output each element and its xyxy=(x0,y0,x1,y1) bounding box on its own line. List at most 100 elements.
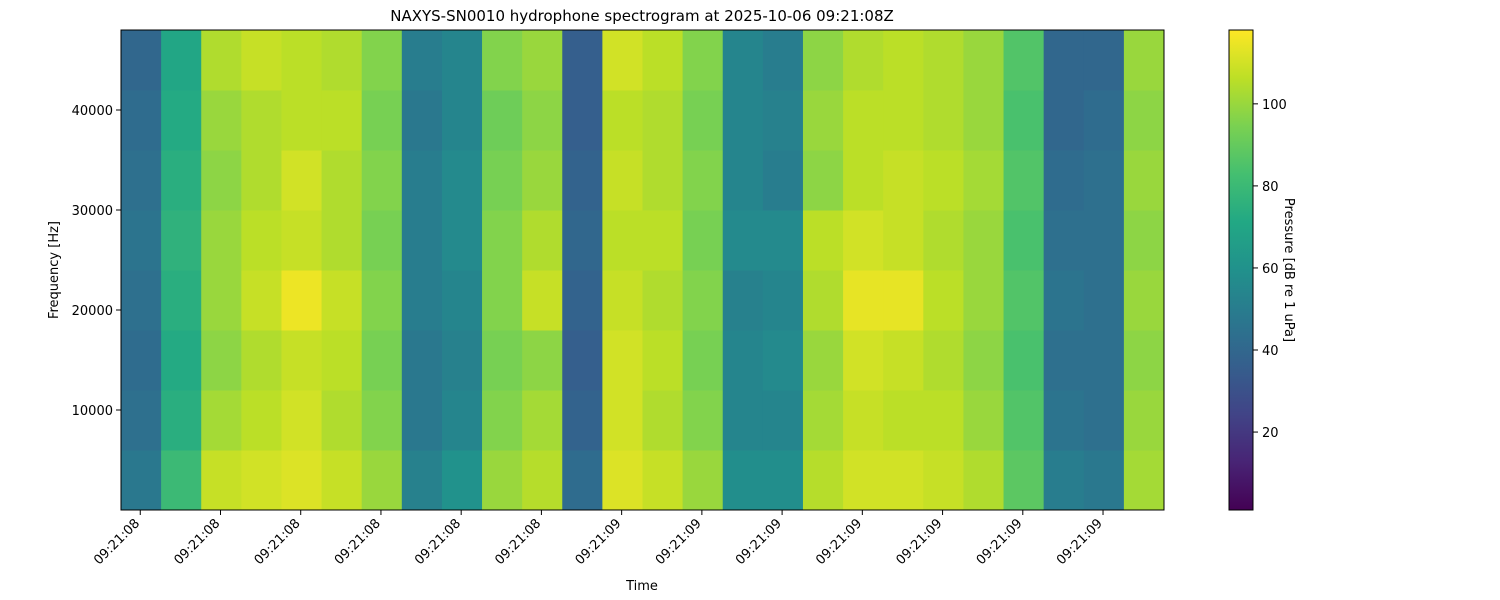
cell xyxy=(722,150,764,211)
cell xyxy=(1043,330,1085,391)
cell xyxy=(1003,270,1045,331)
cell xyxy=(802,270,844,331)
cell xyxy=(682,450,724,511)
cell xyxy=(642,450,684,511)
x-tick-label: 09:21:09 xyxy=(653,516,705,568)
cell xyxy=(1043,30,1085,91)
cell xyxy=(883,450,924,511)
cell xyxy=(963,150,1005,211)
x-tick-label: 09:21:08 xyxy=(492,516,544,568)
cell xyxy=(361,30,403,91)
cell xyxy=(201,90,242,151)
cell xyxy=(722,30,764,91)
cell xyxy=(802,390,844,451)
cell xyxy=(441,450,483,511)
cell xyxy=(802,330,844,391)
cell xyxy=(482,90,523,151)
cell xyxy=(602,330,643,391)
cell xyxy=(161,270,202,331)
cell xyxy=(1003,450,1045,511)
x-tick-label: 09:21:08 xyxy=(252,516,304,568)
cell xyxy=(281,390,323,451)
cell xyxy=(1083,90,1125,151)
cell xyxy=(1003,30,1045,91)
cell xyxy=(1003,390,1045,451)
cell xyxy=(1123,270,1165,331)
cell xyxy=(441,330,483,391)
cell xyxy=(241,270,282,331)
cell xyxy=(762,330,804,391)
cell xyxy=(1083,150,1125,211)
cell xyxy=(843,330,884,391)
cell xyxy=(722,330,764,391)
cell xyxy=(361,210,403,271)
cell xyxy=(281,270,323,331)
cell xyxy=(522,150,563,211)
cell xyxy=(361,90,403,151)
cell xyxy=(121,390,162,451)
x-tick-label: 09:21:09 xyxy=(733,516,785,568)
cell xyxy=(201,30,242,91)
cell xyxy=(762,210,804,271)
cell xyxy=(923,210,964,271)
cell xyxy=(361,390,403,451)
cell xyxy=(722,90,764,151)
cell xyxy=(121,90,162,151)
cell xyxy=(1123,450,1165,511)
cell xyxy=(522,270,563,331)
cell xyxy=(522,450,563,511)
cell xyxy=(602,390,643,451)
cell xyxy=(241,450,282,511)
cell xyxy=(1043,210,1085,271)
colorbar-tick-label: 20 xyxy=(1262,426,1279,441)
cell xyxy=(1123,210,1165,271)
cell xyxy=(883,150,924,211)
cell xyxy=(562,390,603,451)
cell xyxy=(883,30,924,91)
cell xyxy=(562,330,603,391)
cell xyxy=(1083,390,1125,451)
cell xyxy=(321,390,363,451)
cell xyxy=(401,390,443,451)
cell xyxy=(883,390,924,451)
cell xyxy=(963,90,1005,151)
cell xyxy=(522,210,563,271)
cell xyxy=(401,330,443,391)
cell xyxy=(722,210,764,271)
cell xyxy=(802,90,844,151)
cell xyxy=(201,150,242,211)
cell xyxy=(562,30,603,91)
cell xyxy=(923,270,964,331)
cell xyxy=(1043,150,1085,211)
x-axis-label: Time xyxy=(625,579,658,594)
cell xyxy=(843,270,884,331)
cell xyxy=(642,210,684,271)
cell xyxy=(642,30,684,91)
cell xyxy=(923,450,964,511)
colorbar-tick-label: 60 xyxy=(1262,262,1279,277)
cell xyxy=(241,390,282,451)
cell xyxy=(682,330,724,391)
cell xyxy=(401,450,443,511)
cell xyxy=(923,330,964,391)
cell xyxy=(923,390,964,451)
cell xyxy=(1043,390,1085,451)
cell xyxy=(241,90,282,151)
cell xyxy=(762,270,804,331)
cell xyxy=(241,330,282,391)
colorbar xyxy=(1228,29,1254,511)
x-tick-label: 09:21:09 xyxy=(573,516,625,568)
cell xyxy=(441,390,483,451)
cell xyxy=(241,30,282,91)
cell xyxy=(201,270,242,331)
cell xyxy=(482,270,523,331)
cell xyxy=(722,390,764,451)
cell xyxy=(1043,270,1085,331)
cell xyxy=(843,150,884,211)
cell xyxy=(682,210,724,271)
x-tick-label: 09:21:08 xyxy=(332,516,384,568)
cell xyxy=(401,150,443,211)
cell xyxy=(1123,30,1165,91)
cell xyxy=(802,210,844,271)
cell xyxy=(963,330,1005,391)
